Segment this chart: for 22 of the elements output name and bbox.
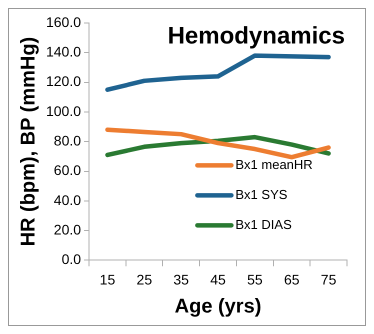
- x-tick-label: 35: [173, 271, 190, 288]
- x-tick-label: 25: [136, 271, 152, 288]
- x-tick-label: 15: [100, 271, 116, 288]
- x-tick-label: 65: [284, 271, 300, 288]
- chart-title: Hemodynamics: [168, 22, 345, 50]
- x-tick-label: 75: [320, 271, 337, 288]
- y-tick-label: 40.0: [54, 192, 82, 208]
- legend-label: Bx1 DIAS: [235, 216, 292, 232]
- y-tick-label: 80.0: [54, 132, 82, 148]
- y-tick-label: 140.0: [46, 44, 82, 60]
- legend-label: Bx1 SYS: [235, 186, 288, 202]
- y-tick-label: 120.0: [46, 73, 82, 90]
- y-tick-label: 0.0: [62, 251, 82, 268]
- y-tick-label: 20.0: [54, 221, 82, 238]
- legend-label: Bx1 meanHR: [235, 156, 313, 172]
- y-tick-label: 160.0: [46, 14, 82, 30]
- x-axis-title: Age (yrs): [174, 296, 262, 318]
- y-tick-label: 60.0: [54, 162, 82, 178]
- y-axis-title: HR (bpm), BP (mmHg): [18, 36, 40, 246]
- x-tick-label: 45: [210, 271, 226, 288]
- x-tick-label: 55: [247, 271, 263, 288]
- y-tick-label: 100.0: [46, 102, 82, 119]
